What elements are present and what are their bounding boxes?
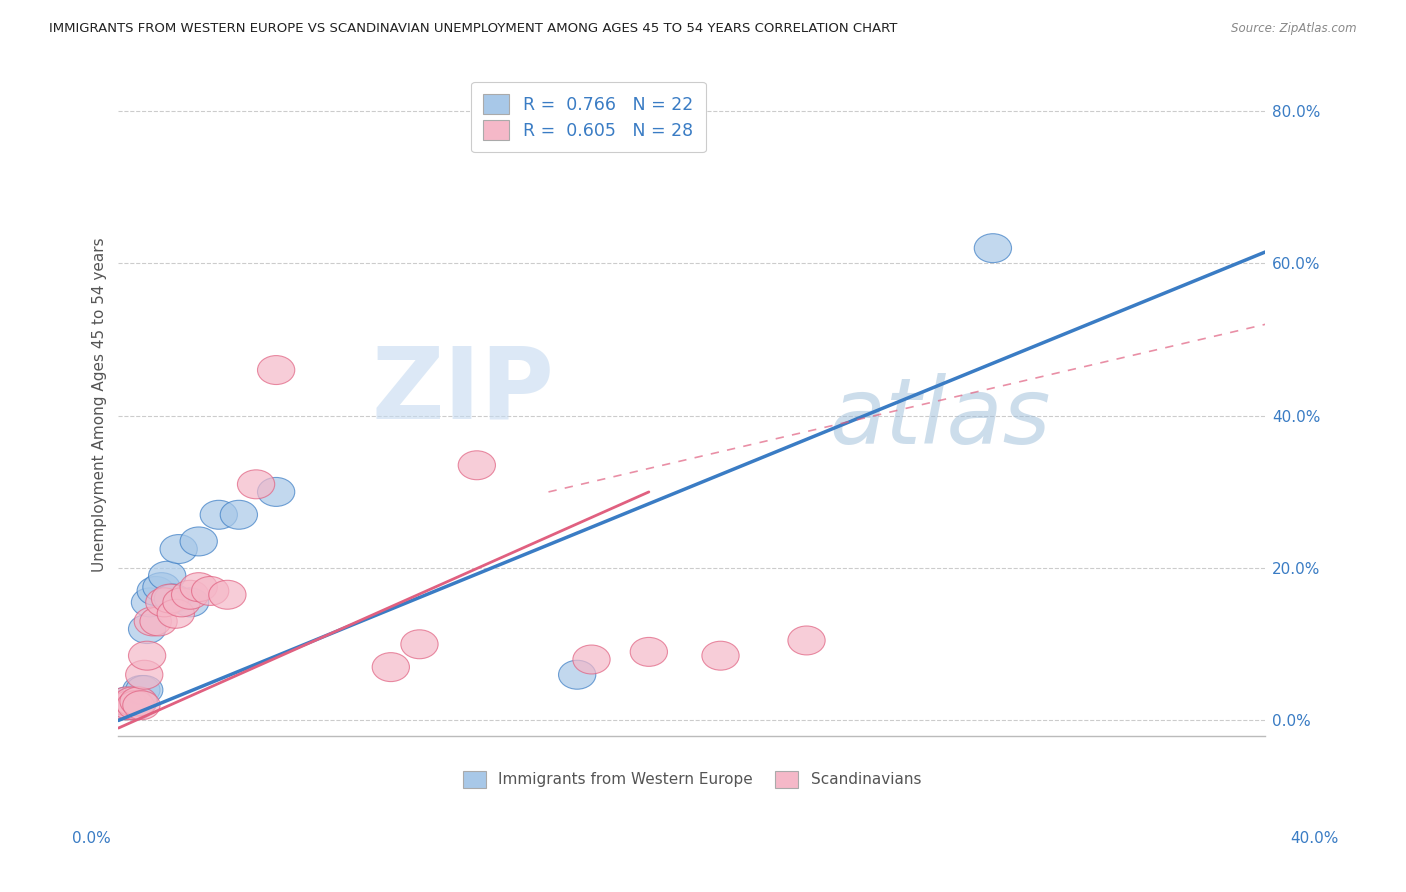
Ellipse shape	[136, 576, 174, 606]
Ellipse shape	[143, 573, 180, 601]
Text: Source: ZipAtlas.com: Source: ZipAtlas.com	[1232, 22, 1357, 36]
Ellipse shape	[120, 687, 157, 716]
Ellipse shape	[131, 588, 169, 617]
Ellipse shape	[117, 690, 155, 720]
Ellipse shape	[108, 687, 146, 716]
Text: 40.0%: 40.0%	[1291, 831, 1339, 846]
Legend: Immigrants from Western Europe, Scandinavians: Immigrants from Western Europe, Scandina…	[457, 764, 927, 794]
Text: ZIP: ZIP	[371, 343, 554, 440]
Ellipse shape	[128, 641, 166, 670]
Text: IMMIGRANTS FROM WESTERN EUROPE VS SCANDINAVIAN UNEMPLOYMENT AMONG AGES 45 TO 54 : IMMIGRANTS FROM WESTERN EUROPE VS SCANDI…	[49, 22, 897, 36]
Ellipse shape	[108, 687, 146, 716]
Ellipse shape	[122, 675, 160, 705]
Ellipse shape	[155, 584, 191, 613]
Ellipse shape	[200, 500, 238, 529]
Ellipse shape	[134, 607, 172, 636]
Ellipse shape	[401, 630, 439, 658]
Ellipse shape	[191, 576, 229, 606]
Ellipse shape	[111, 690, 149, 720]
Ellipse shape	[111, 690, 149, 720]
Ellipse shape	[117, 690, 155, 720]
Ellipse shape	[157, 599, 194, 628]
Ellipse shape	[125, 675, 163, 705]
Ellipse shape	[114, 687, 152, 716]
Ellipse shape	[702, 641, 740, 670]
Ellipse shape	[128, 615, 166, 643]
Ellipse shape	[114, 687, 152, 716]
Ellipse shape	[125, 660, 163, 690]
Ellipse shape	[160, 534, 197, 564]
Ellipse shape	[238, 470, 274, 499]
Ellipse shape	[120, 687, 157, 716]
Y-axis label: Unemployment Among Ages 45 to 54 years: Unemployment Among Ages 45 to 54 years	[93, 237, 107, 572]
Ellipse shape	[152, 584, 188, 613]
Ellipse shape	[221, 500, 257, 529]
Ellipse shape	[208, 581, 246, 609]
Ellipse shape	[373, 653, 409, 681]
Ellipse shape	[257, 477, 295, 507]
Ellipse shape	[974, 234, 1011, 262]
Ellipse shape	[458, 450, 495, 480]
Ellipse shape	[146, 588, 183, 617]
Ellipse shape	[141, 607, 177, 636]
Text: 0.0%: 0.0%	[72, 831, 111, 846]
Ellipse shape	[149, 561, 186, 591]
Ellipse shape	[558, 660, 596, 690]
Ellipse shape	[572, 645, 610, 674]
Ellipse shape	[122, 690, 160, 720]
Text: atlas: atlas	[830, 373, 1050, 463]
Ellipse shape	[172, 588, 208, 617]
Ellipse shape	[630, 638, 668, 666]
Ellipse shape	[105, 690, 143, 720]
Ellipse shape	[180, 573, 218, 601]
Ellipse shape	[257, 356, 295, 384]
Ellipse shape	[180, 527, 218, 556]
Ellipse shape	[163, 588, 200, 617]
Ellipse shape	[787, 626, 825, 655]
Ellipse shape	[105, 690, 143, 720]
Ellipse shape	[172, 581, 208, 609]
